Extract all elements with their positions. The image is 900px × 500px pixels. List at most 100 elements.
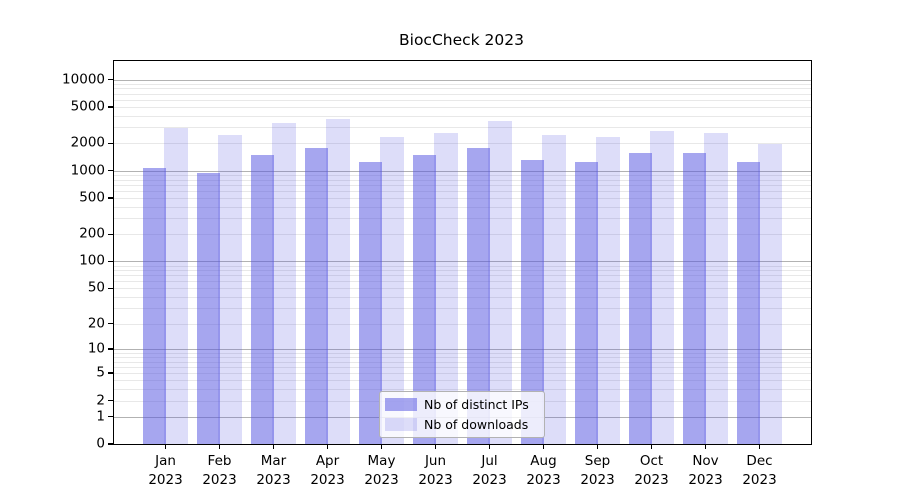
x-axis-tick-label: Aug 2023 (526, 452, 560, 490)
x-axis-tick (434, 444, 437, 449)
x-label-year: 2023 (580, 472, 615, 488)
x-axis-tick (326, 444, 329, 449)
chart-title: BiocCheck 2023 (399, 31, 524, 49)
minor-gridline (114, 323, 811, 325)
y-axis-tick (108, 443, 113, 445)
minor-gridline (114, 275, 811, 277)
bar-distinct-ips-jun (413, 155, 436, 444)
x-label-year: 2023 (634, 472, 669, 488)
y-axis-tick (108, 78, 113, 81)
x-label-month: Mar (260, 453, 287, 469)
minor-gridline (114, 93, 811, 95)
bar-downloads-nov (704, 133, 728, 444)
y-axis-tick-label: 2 (96, 391, 105, 408)
minor-gridline (114, 206, 811, 208)
minor-gridline (114, 270, 811, 272)
x-label-month: Aug (530, 453, 557, 469)
x-label-year: 2023 (202, 472, 237, 488)
x-label-year: 2023 (742, 472, 777, 488)
bar-distinct-ips-aug (521, 159, 544, 444)
x-label-month: Oct (639, 453, 664, 469)
minor-gridline (114, 174, 811, 176)
x-label-month: Jul (481, 453, 498, 469)
x-label-month: Jun (424, 453, 447, 469)
minor-gridline (114, 373, 811, 375)
y-axis-tick-label: 2000 (70, 134, 105, 151)
minor-gridline (114, 281, 811, 283)
minor-gridline (114, 352, 811, 354)
bar-downloads-mar (272, 123, 296, 444)
minor-gridline (114, 115, 811, 117)
x-label-month: Dec (746, 453, 773, 469)
x-axis-tick-label: Sep 2023 (580, 452, 614, 490)
x-axis-tick-label: Dec 2023 (742, 452, 776, 490)
x-label-year: 2023 (688, 472, 723, 488)
minor-gridline (114, 107, 811, 108)
y-axis-tick (108, 348, 113, 350)
x-axis-tick (542, 444, 545, 449)
y-axis-tick (108, 322, 113, 325)
x-label-month: May (367, 453, 396, 469)
minor-gridline (114, 127, 811, 129)
x-axis-tick (758, 444, 761, 449)
minor-gridline (114, 361, 811, 363)
legend-label-downloads: Nb of downloads (424, 417, 529, 432)
bar-downloads-sep (596, 136, 620, 444)
x-axis-tick-label: May 2023 (364, 452, 398, 490)
bar-distinct-ips-sep (575, 161, 598, 444)
x-label-year: 2023 (364, 472, 399, 488)
x-axis-tick (218, 444, 221, 449)
minor-gridline (114, 308, 811, 310)
minor-gridline (114, 218, 811, 220)
x-label-year: 2023 (418, 472, 453, 488)
bar-downloads-jul (488, 121, 512, 444)
legend: Nb of distinct IPs Nb of downloads (379, 391, 545, 438)
minor-gridline (114, 288, 811, 290)
x-axis-tick-label: Feb 2023 (202, 452, 236, 490)
bar-distinct-ips-mar (251, 154, 274, 444)
major-gridline (114, 79, 811, 81)
y-axis-tick (108, 197, 113, 199)
y-axis-tick-label: 5 (96, 364, 105, 381)
major-gridline (114, 170, 811, 172)
y-axis-tick-label: 200 (79, 225, 105, 242)
minor-gridline (114, 198, 811, 199)
y-axis-tick-label: 10 (87, 340, 105, 357)
y-axis-tick-label: 50 (87, 279, 105, 296)
minor-gridline (114, 143, 811, 145)
x-label-month: Jan (155, 453, 176, 469)
bar-downloads-aug (542, 134, 566, 444)
minor-gridline (114, 99, 811, 101)
bar-distinct-ips-feb (197, 173, 220, 444)
bar-downloads-apr (326, 119, 350, 444)
bar-distinct-ips-dec (737, 161, 760, 444)
x-label-year: 2023 (148, 472, 183, 488)
x-axis-tick (164, 444, 167, 449)
minor-gridline (114, 234, 811, 236)
minor-gridline (114, 297, 811, 299)
x-label-month: Feb (207, 453, 232, 469)
bar-distinct-ips-jan (143, 168, 166, 444)
x-axis-tick-label: Jan 2023 (148, 452, 182, 490)
y-axis-tick (108, 415, 113, 418)
legend-swatch-distinct-ips (385, 398, 417, 411)
bar-downloads-jan (164, 127, 188, 444)
bar-downloads-dec (758, 143, 782, 444)
bar-downloads-oct (650, 130, 674, 444)
minor-gridline (114, 265, 811, 267)
y-axis-tick-label: 5000 (70, 98, 105, 115)
minor-gridline (114, 367, 811, 368)
minor-gridline (114, 88, 811, 90)
x-label-month: Nov (692, 453, 719, 469)
y-axis-tick (108, 106, 113, 108)
y-axis-tick (108, 399, 113, 402)
legend-item-distinct-ips: Nb of distinct IPs (385, 397, 537, 412)
y-axis-tick (108, 287, 113, 290)
major-gridline (114, 261, 811, 263)
x-label-year: 2023 (256, 472, 291, 488)
y-axis-tick (108, 142, 113, 144)
x-axis-tick (272, 444, 275, 449)
bar-distinct-ips-oct (629, 152, 652, 444)
minor-gridline (114, 357, 811, 359)
